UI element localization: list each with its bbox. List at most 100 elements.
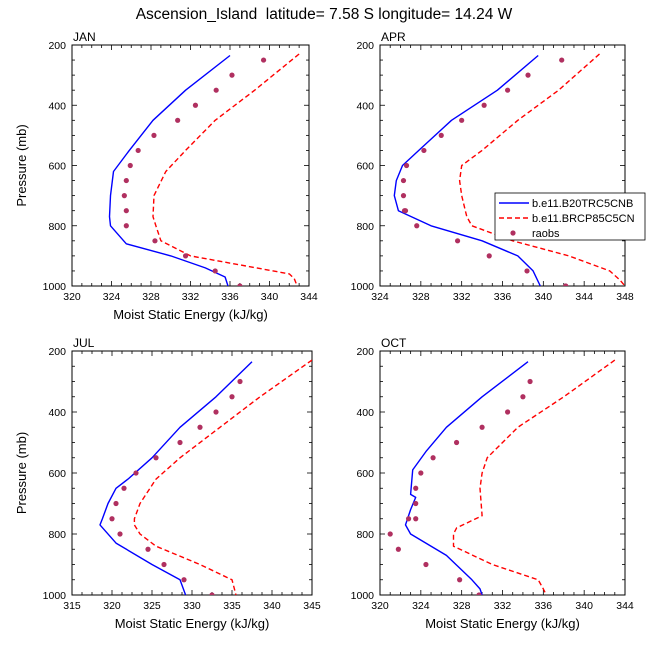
raobs-point xyxy=(121,193,127,199)
y-tick-label: 600 xyxy=(356,468,374,480)
x-tick-label: 320 xyxy=(103,600,121,612)
y-tick-label: 200 xyxy=(356,346,374,358)
raobs-point xyxy=(400,193,407,199)
panel-title: JAN xyxy=(73,30,96,44)
y-tick-label: 400 xyxy=(356,407,374,419)
historical-line xyxy=(393,54,541,286)
x-tick-label: 328 xyxy=(412,291,430,303)
raobs-point xyxy=(175,117,181,123)
y-tick-label: 400 xyxy=(48,100,66,112)
raobs-point xyxy=(113,500,119,507)
raobs-point xyxy=(121,485,127,491)
x-tick-label: 336 xyxy=(535,600,553,612)
raobs-point xyxy=(209,592,215,595)
raobs-point xyxy=(563,283,569,286)
x-tick-label: 340 xyxy=(535,291,553,303)
plot-frame xyxy=(379,350,626,596)
raobs-point xyxy=(197,424,203,430)
raobs-point xyxy=(135,147,141,154)
plot-frame xyxy=(71,350,313,596)
x-tick-label: 336 xyxy=(221,291,239,303)
x-tick-label: 330 xyxy=(183,600,201,612)
panel-oct: OCT 320 324 328 332 336 340 344 200 400 600 800 1000… xyxy=(351,336,634,631)
x-tick-label: 348 xyxy=(616,291,634,303)
raobs-point xyxy=(505,87,511,93)
raobs-point xyxy=(213,87,219,93)
raobs-point xyxy=(192,102,199,108)
raobs-point xyxy=(387,531,393,537)
x-tick-label: 336 xyxy=(494,291,512,303)
legend-symbol-dot xyxy=(510,230,516,236)
raobs-point xyxy=(453,439,460,446)
x-tick-label: 324 xyxy=(371,291,389,303)
rcp85-line xyxy=(452,359,616,595)
x-tick-label: 320 xyxy=(63,291,81,303)
x-tick-label: 340 xyxy=(261,291,279,303)
y-tick-label: 600 xyxy=(356,161,374,173)
raobs-point xyxy=(423,561,429,568)
x-axis-label: Moist Static Energy (kJ/kg) xyxy=(113,307,268,322)
raobs-point xyxy=(454,238,461,244)
y-tick-label: 200 xyxy=(48,40,66,52)
x-tick-label: 328 xyxy=(142,291,160,303)
raobs-point xyxy=(133,470,139,476)
y-tick-label: 1000 xyxy=(351,590,375,602)
x-tick-label: 344 xyxy=(575,291,593,303)
raobs-point xyxy=(476,592,482,595)
raobs-point xyxy=(505,409,511,415)
y-tick-label: 1000 xyxy=(351,281,375,293)
x-tick-label: 344 xyxy=(616,600,634,612)
raobs-point xyxy=(229,72,235,78)
y-tick-label: 400 xyxy=(356,100,374,112)
raobs-point xyxy=(260,57,267,63)
y-tick-label: 600 xyxy=(48,468,66,480)
raobs-point xyxy=(152,238,158,244)
y-axis-label: Pressure (mb) xyxy=(14,124,29,206)
historical-line xyxy=(404,361,529,595)
raobs-point xyxy=(524,268,530,274)
raobs-point xyxy=(405,516,412,522)
raobs-point xyxy=(402,208,409,214)
y-tick-label: 200 xyxy=(48,346,66,358)
historical-line xyxy=(108,54,231,286)
x-tick-label: 344 xyxy=(300,291,318,303)
x-tick-label: 324 xyxy=(103,291,121,303)
raobs-point xyxy=(153,455,159,461)
x-tick-label: 328 xyxy=(453,600,471,612)
raobs-point xyxy=(127,162,133,169)
raobs-point xyxy=(182,253,189,259)
plot-frame xyxy=(71,44,310,287)
y-tick-label: 200 xyxy=(356,40,374,52)
legend-label: b.e11.B20TRC5CNB xyxy=(532,198,633,210)
raobs-point xyxy=(237,378,243,385)
x-axis-label: Moist Static Energy (kJ/kg) xyxy=(425,616,580,631)
y-tick-label: 600 xyxy=(48,161,66,173)
raobs-point xyxy=(559,57,565,63)
raobs-point xyxy=(421,147,427,154)
rcp85-line xyxy=(458,53,625,286)
rcp85-line xyxy=(152,53,300,286)
raobs-point xyxy=(123,208,129,214)
panel-jan: JAN 320 324 328 332 336 340 344 200 400 600 800 1000… xyxy=(14,30,318,322)
x-tick-label: 340 xyxy=(575,600,593,612)
panel-title: JUL xyxy=(73,336,95,350)
x-tick-label: 315 xyxy=(63,600,81,612)
legend-label: b.e11.BRCP85C5CN xyxy=(532,213,635,225)
raobs-point xyxy=(457,577,463,583)
raobs-point xyxy=(418,470,424,476)
x-tick-label: 340 xyxy=(263,600,281,612)
raobs-point xyxy=(161,561,167,568)
panel-apr: APR 324 328 332 336 340 344 348 200 400 600 800 1000 xyxy=(351,30,634,303)
raobs-point xyxy=(237,283,243,286)
raobs-point xyxy=(459,117,465,123)
raobs-point xyxy=(403,162,410,169)
raobs-point xyxy=(123,177,129,184)
raobs-point xyxy=(123,223,129,229)
y-axis-label: Pressure (mb) xyxy=(14,432,29,514)
legend-box xyxy=(494,192,646,241)
raobs-point xyxy=(213,409,219,415)
raobs-point xyxy=(400,177,407,184)
series-group xyxy=(108,53,300,286)
x-tick-label: 332 xyxy=(494,600,512,612)
x-axis-label: Moist Static Energy (kJ/kg) xyxy=(115,616,270,631)
